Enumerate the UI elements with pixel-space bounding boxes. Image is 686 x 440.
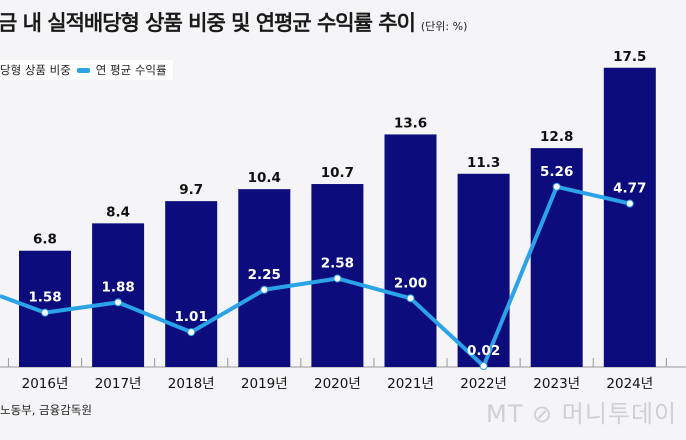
x-tick-label: 2024년 (606, 376, 653, 392)
x-tick-label: 2020년 (314, 376, 361, 392)
line-point (187, 328, 196, 337)
x-tick-label: 2018년 (168, 376, 215, 392)
bar-2022년 (457, 173, 510, 367)
line-point (552, 182, 561, 191)
bar-2018년 (165, 201, 218, 367)
line-label: 1.88 (101, 279, 134, 295)
bar-label: 6.8 (33, 232, 57, 248)
line-label: 1.58 (28, 290, 61, 306)
line-point (333, 274, 342, 283)
title-text: 금 내 실적배당형 상품 비중 및 연평균 수익률 추이 (0, 11, 416, 35)
watermark-logo: MT ⊘ 머니투데이 (486, 400, 678, 428)
line-series (0, 184, 631, 369)
line-label: 2.00 (394, 275, 427, 291)
line-point (114, 298, 123, 307)
line-label: 2.58 (321, 255, 354, 271)
legend-bar-label: 당형 상품 비중 (0, 63, 71, 77)
source: 노동부, 금융감독원 (0, 403, 92, 417)
bar-2019년 (238, 189, 291, 367)
line-label: 4.77 (613, 181, 646, 197)
x-tick-label: 2016년 (22, 376, 69, 392)
legend: 당형 상품 비중 연 평균 수익률 (0, 60, 173, 80)
line-point (479, 362, 488, 371)
line-point (625, 199, 634, 208)
unit-label: (단위: %) (420, 20, 468, 33)
x-tick-label: 2019년 (241, 376, 288, 392)
line-point (260, 285, 269, 294)
line-label: 1.01 (175, 309, 208, 325)
bar-2021년 (384, 134, 437, 367)
bar-2024년 (603, 67, 656, 367)
bar-2023년 (530, 148, 583, 367)
bar-label: 17.5 (613, 49, 646, 65)
bar-label: 11.3 (467, 155, 500, 171)
bar-label: 10.7 (321, 165, 354, 181)
bar-2017년 (92, 223, 145, 367)
line-label: 0.02 (467, 343, 500, 359)
line-label: 5.26 (540, 164, 573, 180)
legend-line-label: 연 평균 수익률 (95, 63, 167, 77)
bar-label: 9.7 (179, 182, 203, 198)
bar-label: 10.4 (248, 170, 281, 186)
x-tick-label: 2023년 (533, 376, 580, 392)
legend-line-swatch (76, 67, 90, 73)
bar-label: 13.6 (394, 115, 427, 131)
line-point (406, 294, 415, 303)
chart-title: 금 내 실적배당형 상품 비중 및 연평균 수익률 추이 (단위: %) (0, 7, 467, 37)
bar-label: 8.4 (106, 204, 130, 220)
line-label: 2.25 (248, 267, 281, 283)
x-tick-label: 2021년 (387, 376, 434, 392)
bar-label: 12.8 (540, 129, 573, 145)
x-tick-label: 2022년 (460, 376, 507, 392)
x-tick-label: 2017년 (95, 376, 142, 392)
line-point (41, 308, 49, 317)
